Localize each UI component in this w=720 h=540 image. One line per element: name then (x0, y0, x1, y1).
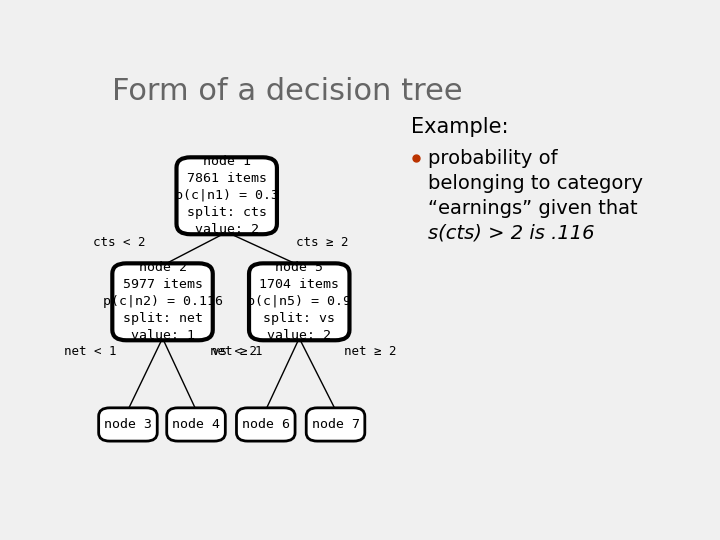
Text: cts < 2: cts < 2 (94, 236, 145, 249)
Text: node 4: node 4 (172, 418, 220, 431)
Text: s(cts) > 2 is .116: s(cts) > 2 is .116 (428, 224, 594, 242)
FancyBboxPatch shape (112, 264, 213, 340)
Text: node 3: node 3 (104, 418, 152, 431)
Text: net ≥ 1: net ≥ 1 (210, 345, 263, 358)
Text: node 2
5977 items
p(c|n2) = 0.116
split: net
value: 1: node 2 5977 items p(c|n2) = 0.116 split:… (102, 261, 222, 342)
FancyBboxPatch shape (167, 408, 225, 441)
Text: node 7: node 7 (312, 418, 359, 431)
FancyBboxPatch shape (176, 157, 277, 234)
Text: cts ≥ 2: cts ≥ 2 (297, 236, 349, 249)
Text: Example:: Example: (411, 117, 508, 137)
Text: “earnings” given that: “earnings” given that (428, 199, 637, 218)
FancyBboxPatch shape (236, 408, 295, 441)
Text: probability of: probability of (428, 149, 557, 168)
FancyBboxPatch shape (306, 408, 365, 441)
Text: vs < 2: vs < 2 (212, 345, 258, 358)
Text: net < 1: net < 1 (64, 345, 117, 358)
Text: belonging to category: belonging to category (428, 174, 642, 193)
Text: node 1
7861 items
p(c|n1) = 0.3
split: cts
value: 2: node 1 7861 items p(c|n1) = 0.3 split: c… (175, 156, 279, 237)
FancyBboxPatch shape (99, 408, 157, 441)
Text: net ≥ 2: net ≥ 2 (344, 345, 397, 358)
Text: node 6: node 6 (242, 418, 289, 431)
Text: Form of a decision tree: Form of a decision tree (112, 77, 463, 106)
FancyBboxPatch shape (249, 264, 349, 340)
Text: node 5
1704 items
p(c|n5) = 0.9
split: vs
value: 2: node 5 1704 items p(c|n5) = 0.9 split: v… (247, 261, 351, 342)
